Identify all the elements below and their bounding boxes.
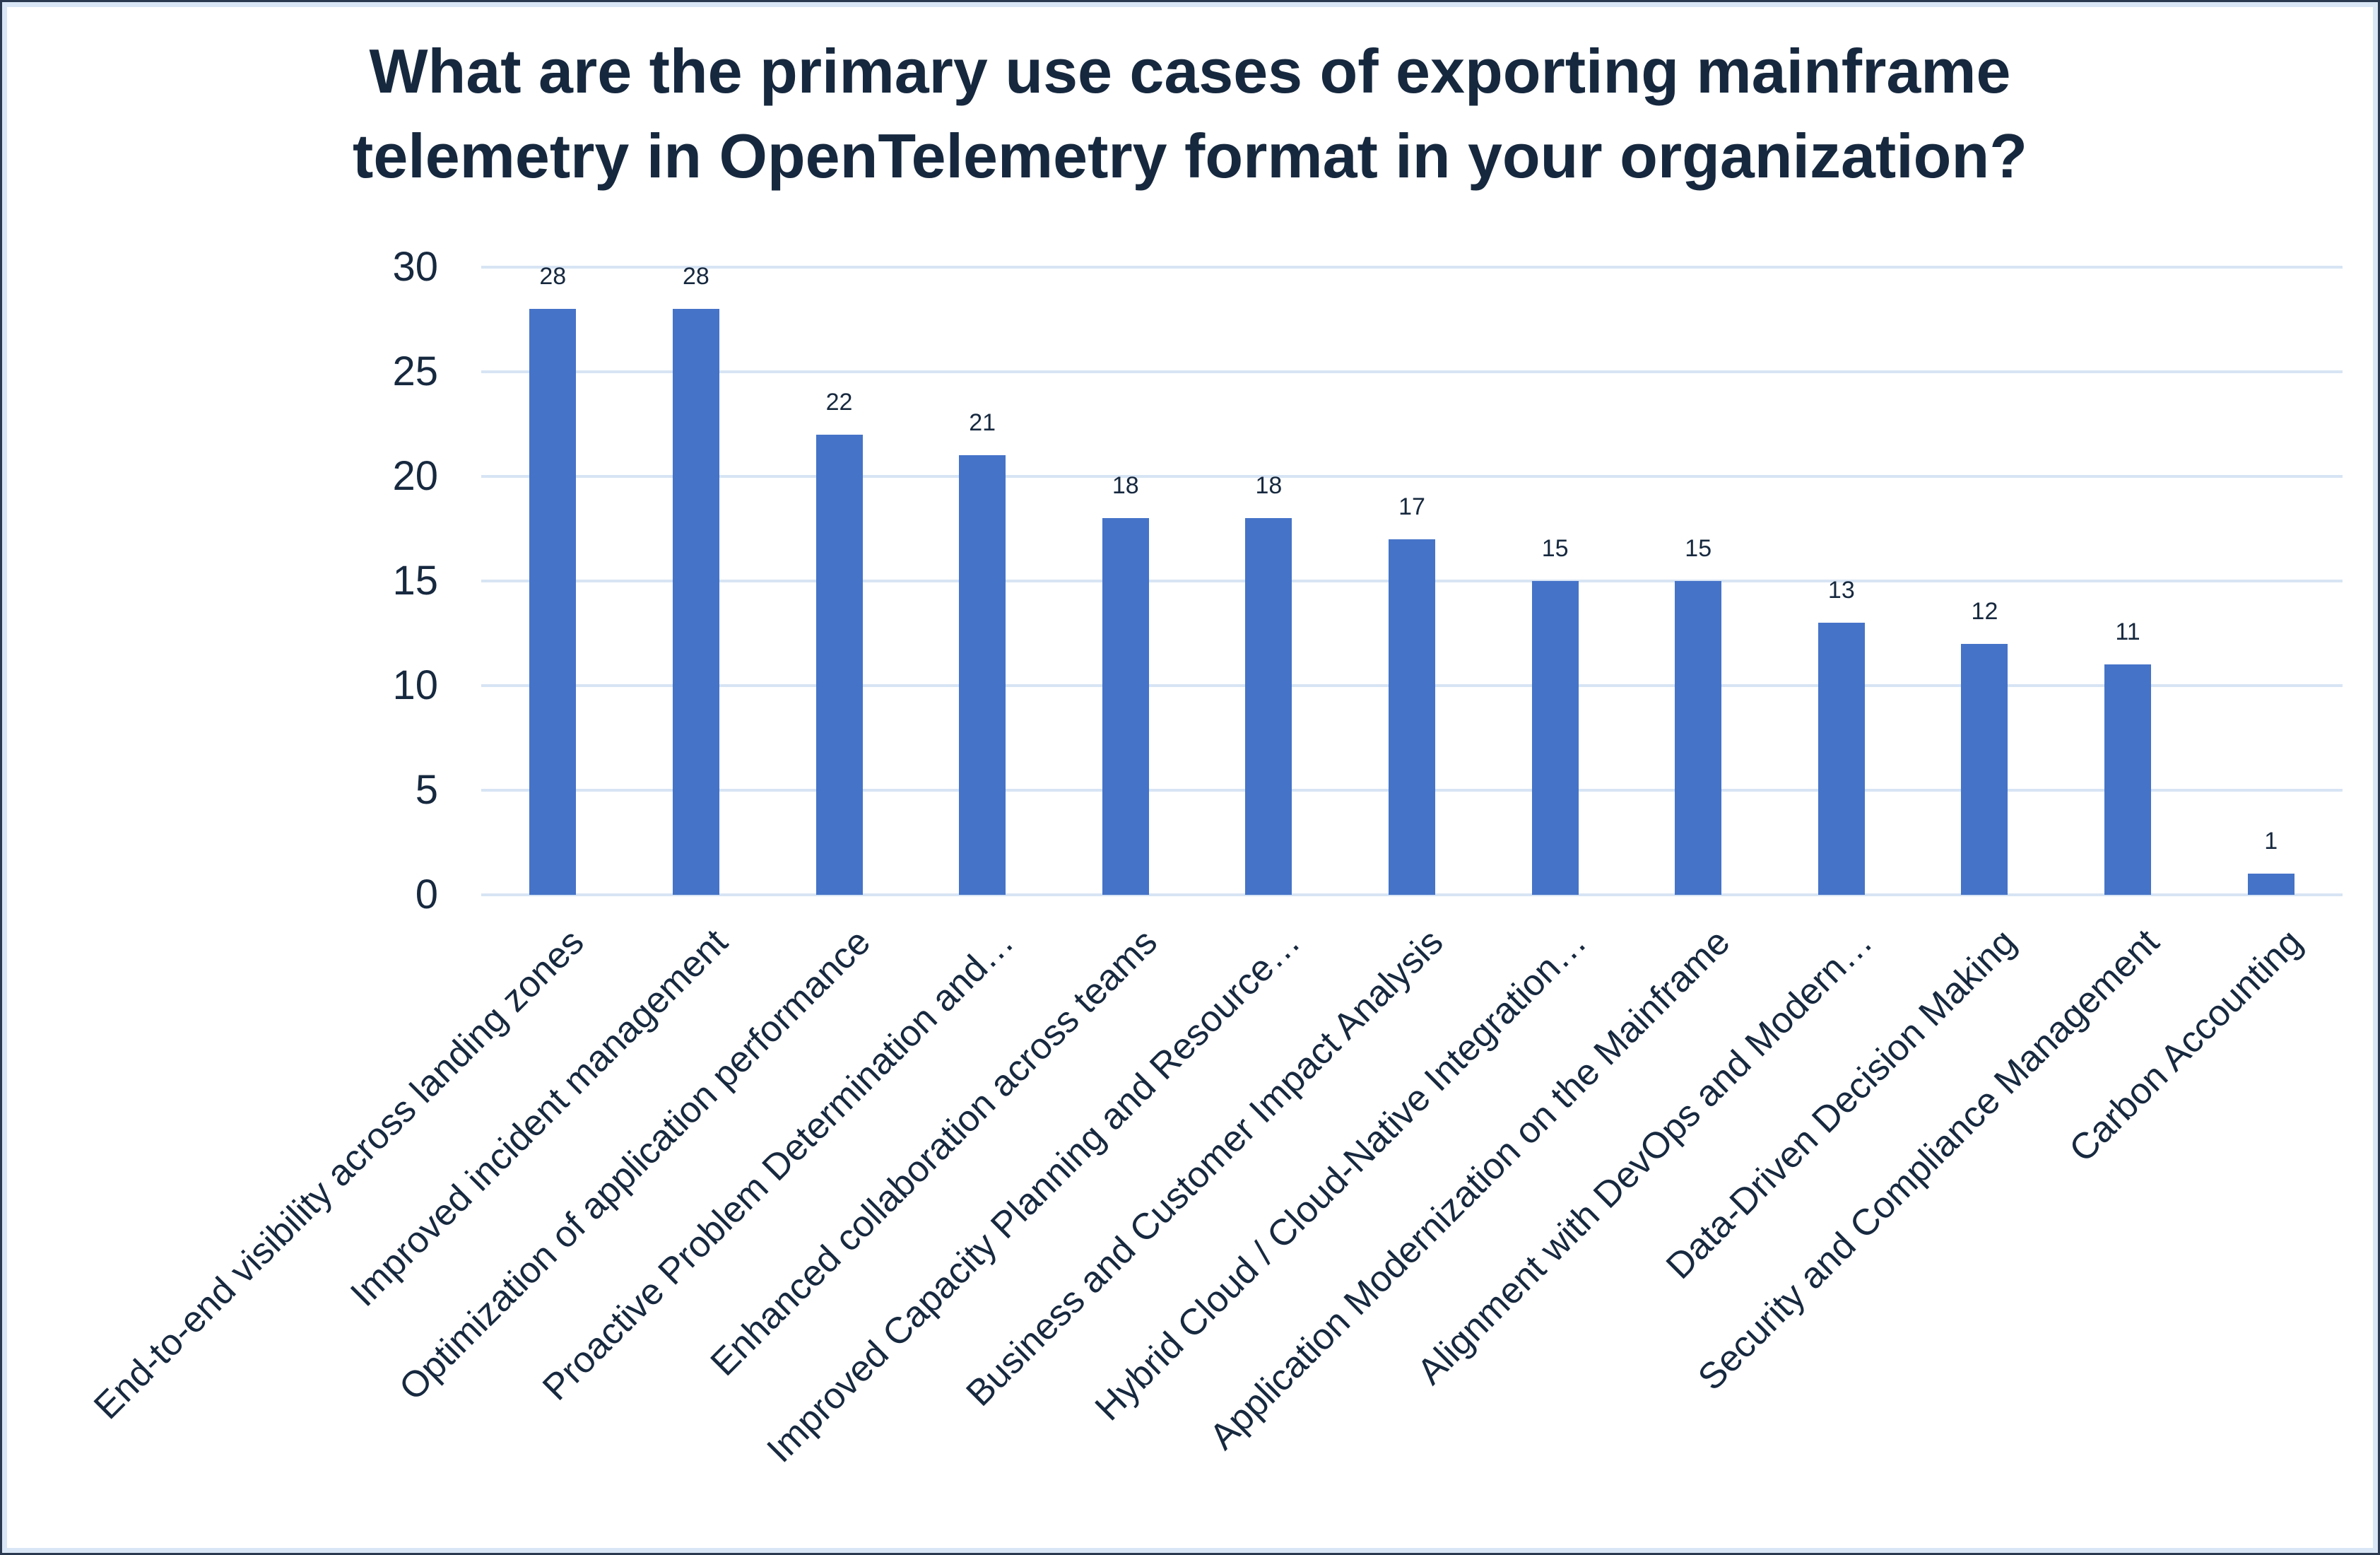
bar: 18 <box>1102 472 1149 895</box>
bar-value-label: 15 <box>1685 535 1712 562</box>
bar: 15 <box>1531 535 1579 895</box>
bar: 28 <box>529 263 577 895</box>
bar-value-label: 22 <box>825 388 853 416</box>
bar-value-label: 15 <box>1541 535 1569 562</box>
bar-value-label: 28 <box>539 263 567 291</box>
bar: 28 <box>672 263 719 895</box>
bar-value-label: 13 <box>1827 577 1855 604</box>
plot-area: 0 5 10 15 20 25 30 28 28 22 21 18 18 17 15 15 13 12 11 1 E… <box>87 244 2343 1471</box>
bar-value-label: 1 <box>2264 828 2278 855</box>
bar: 11 <box>2104 618 2152 895</box>
bar-value-label: 28 <box>683 263 709 291</box>
bar-value-label: 18 <box>1255 472 1283 500</box>
x-category-label-text: Carbon Accounting <box>2061 921 2311 1170</box>
y-tick-label: 15 <box>392 558 438 604</box>
y-tick-label: 25 <box>392 348 438 394</box>
x-category-label-text: Hybrid Cloud / Cloud-Native Integration… <box>1087 921 1595 1429</box>
bar: 13 <box>1818 577 1865 895</box>
bar: 22 <box>815 389 863 895</box>
gridline <box>481 266 2343 269</box>
bar-value-label: 11 <box>2115 618 2140 646</box>
bar-value-label: 17 <box>1398 493 1425 520</box>
bar: 21 <box>959 409 1006 895</box>
bar: 15 <box>1675 535 1722 895</box>
x-category-label-text: Improved Capacity Planning and Resource… <box>759 921 1309 1471</box>
bar: 17 <box>1389 493 1435 895</box>
gridline <box>481 893 2343 896</box>
bar-value-label: 21 <box>969 409 996 437</box>
chart-title-line-2: telemetry in OpenTelemetry format in you… <box>353 121 2027 191</box>
y-tick-label: 0 <box>415 872 438 917</box>
y-tick-label: 5 <box>415 767 438 813</box>
chart-title: What are the primary use cases of export… <box>2 29 2378 199</box>
bar-value-label: 18 <box>1112 472 1139 500</box>
bar: 12 <box>1961 598 2008 895</box>
y-tick-label: 20 <box>392 453 438 499</box>
bar-value-label: 12 <box>1971 597 1998 625</box>
y-tick-label: 10 <box>392 662 438 708</box>
gridline <box>481 475 2343 478</box>
x-category-label-text: Application Modernization on the Mainfra… <box>1201 921 1738 1458</box>
gridline <box>481 370 2343 373</box>
x-category-label-text: End-to-end visibility across landing zon… <box>86 921 593 1428</box>
chart-title-line-1: What are the primary use cases of export… <box>369 36 2011 106</box>
bar: 1 <box>2247 828 2294 895</box>
bar: 18 <box>1245 472 1292 895</box>
y-tick-label: 30 <box>392 244 438 290</box>
